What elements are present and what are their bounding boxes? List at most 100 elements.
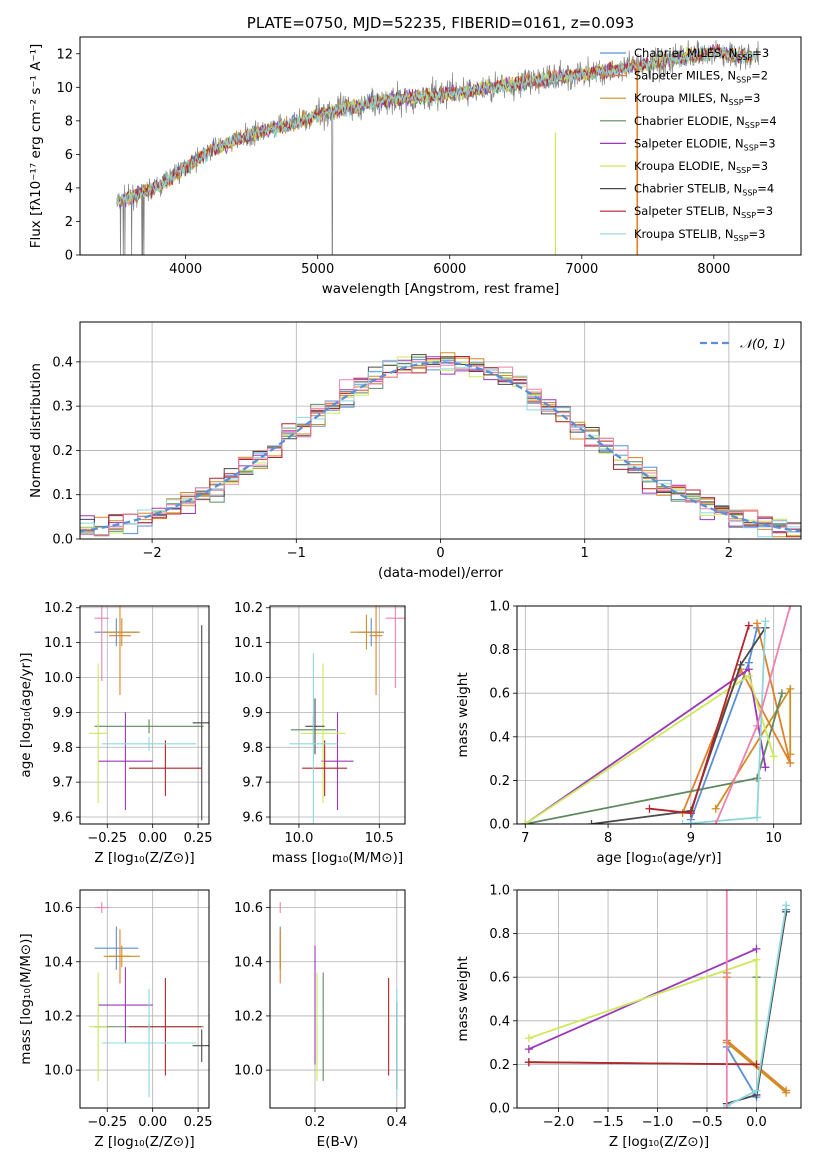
legend-entry: Kroupa MILES, NSSP=3 bbox=[634, 91, 760, 107]
series-line bbox=[649, 625, 750, 815]
y-tick-label: 9.8 bbox=[242, 741, 263, 756]
x-tick-label: 7000 bbox=[565, 262, 598, 277]
errorbars bbox=[89, 902, 209, 1098]
legend-entry: 𝒩(0, 1) bbox=[740, 336, 786, 351]
series-marker bbox=[753, 813, 762, 822]
series-marker bbox=[744, 671, 753, 680]
legend-entry: Salpeter STELIB, NSSP=3 bbox=[634, 204, 773, 220]
x-tick-label: 2 bbox=[725, 546, 733, 561]
series-marker bbox=[777, 689, 786, 698]
series-marker bbox=[752, 944, 761, 953]
x-tick-label: 0 bbox=[436, 546, 444, 561]
y-tick-label: 10.2 bbox=[234, 1009, 263, 1024]
x-axis-label: Z [log₁₀(Z/Z⊙)] bbox=[94, 1134, 194, 1150]
series-marker bbox=[753, 774, 762, 783]
legend-entry: Salpeter MILES, NSSP=2 bbox=[634, 69, 768, 85]
normal-curve bbox=[80, 361, 801, 533]
y-tick-label: 10.0 bbox=[234, 1064, 263, 1079]
axes-frame bbox=[269, 605, 406, 825]
series-model-line bbox=[116, 45, 754, 208]
x-tick-label: 6000 bbox=[433, 262, 466, 277]
errorbars bbox=[289, 606, 405, 824]
x-tick-label: −0.25 bbox=[87, 1115, 127, 1130]
series-marker bbox=[752, 1060, 761, 1069]
legend-entry: Kroupa ELODIE, NSSP=3 bbox=[634, 159, 768, 175]
series-marker bbox=[761, 763, 770, 772]
y-tick-label: 0.4 bbox=[52, 355, 73, 370]
y-axis-label: Flux [fλ10⁻¹⁷ erg cm⁻² s⁻¹ A⁻¹] bbox=[28, 44, 44, 249]
y-tick-label: 9.7 bbox=[52, 776, 73, 791]
panel-mw_vs_age: 7 8 9 10 0.0 0.2 0.4 0.6 0.8 1.0 age [log₁₀(age/yr… bbox=[455, 600, 802, 866]
y-tick-label: 12 bbox=[56, 47, 73, 62]
y-axis-label: mass weight bbox=[455, 672, 471, 757]
residual-hist bbox=[80, 352, 801, 538]
y-tick-label: 9.9 bbox=[52, 706, 73, 721]
y-tick-label: 10 bbox=[56, 81, 73, 96]
series-marker bbox=[753, 721, 762, 730]
legend-entry: Kroupa STELIB, NSSP=3 bbox=[634, 227, 765, 243]
y-tick-label: 10.0 bbox=[234, 671, 263, 686]
x-tick-label: 8000 bbox=[697, 262, 730, 277]
panel-residuals: −2 −1 0 1 2 0.0 0.1 0.2 0.3 0.4 (data-model)/error… bbox=[28, 321, 802, 581]
series-marker bbox=[753, 619, 762, 628]
series-marker bbox=[524, 1034, 533, 1043]
series-line bbox=[528, 958, 758, 1065]
y-tick-label: 9.7 bbox=[242, 776, 263, 791]
x-tick-label: 8 bbox=[604, 831, 612, 846]
y-tick-label: 0 bbox=[65, 249, 73, 264]
series-data bbox=[116, 40, 760, 255]
series-marker bbox=[786, 750, 795, 759]
y-tick-label: 8 bbox=[65, 114, 73, 129]
errorbars bbox=[89, 606, 209, 821]
x-axis-label: mass [log₁₀(M/M⊙)] bbox=[272, 850, 403, 866]
series-marker bbox=[524, 1045, 533, 1054]
panel-age_vs_mass: 10.0 10.5 9.6 9.7 9.8 9.9 10.0 10.1 10.2 mass [lo… bbox=[234, 601, 406, 866]
x-tick-label: −2.0 bbox=[543, 1115, 575, 1130]
y-tick-label: 9.6 bbox=[52, 811, 73, 826]
axes-frame bbox=[79, 889, 210, 1109]
legend-entry: Chabrier STELIB, NSSP=4 bbox=[634, 182, 774, 198]
series-marker bbox=[744, 621, 753, 630]
axes-frame bbox=[516, 605, 802, 825]
mass-weight-lines bbox=[521, 606, 795, 824]
x-axis-label: Z [log₁₀(Z/Z⊙)] bbox=[609, 1134, 709, 1150]
series-line bbox=[681, 623, 792, 814]
chart-title: PLATE=0750, MJD=52235, FIBERID=0161, z=0… bbox=[247, 14, 634, 32]
y-tick-label: 1.0 bbox=[489, 600, 510, 615]
legend: Chabrier MILES, NSSP=3 Salpeter MILES, NS… bbox=[600, 46, 777, 243]
legend-entry: Chabrier MILES, NSSP=3 bbox=[634, 46, 769, 62]
series-marker bbox=[752, 1086, 761, 1095]
x-axis-label: wavelength [Angstrom, rest frame] bbox=[322, 281, 560, 297]
series-line bbox=[591, 627, 767, 824]
y-tick-label: 10.4 bbox=[234, 955, 263, 970]
series-marker bbox=[736, 660, 745, 669]
x-tick-label: 5000 bbox=[301, 262, 334, 277]
series-marker bbox=[587, 820, 596, 824]
y-tick-label: 0.2 bbox=[52, 444, 73, 459]
y-tick-label: 9.9 bbox=[242, 706, 263, 721]
x-tick-label: −0.5 bbox=[691, 1115, 723, 1130]
legend: 𝒩(0, 1) bbox=[700, 336, 786, 351]
series-line bbox=[528, 1061, 757, 1066]
y-axis-label: mass [log₁₀(M/M⊙)] bbox=[18, 933, 34, 1064]
y-tick-label: 0.4 bbox=[489, 730, 510, 745]
panel-mw_vs_Z: −2.0 −1.5 −1.0 −0.5 0.0 0.0 0.2 0.4 0.6 0.8 1.0 Z [… bbox=[455, 884, 802, 1150]
x-tick-label: −2 bbox=[143, 546, 162, 561]
x-tick-label: 0.00 bbox=[138, 1115, 167, 1130]
x-tick-label: 4000 bbox=[169, 262, 202, 277]
axes-frame bbox=[79, 36, 802, 256]
y-tick-label: 1.0 bbox=[489, 884, 510, 899]
legend-entry: Salpeter ELODIE, NSSP=3 bbox=[634, 136, 776, 152]
y-tick-label: 10.0 bbox=[44, 671, 73, 686]
y-tick-label: 0.6 bbox=[489, 687, 510, 702]
x-axis-label: Z [log₁₀(Z/Z⊙)] bbox=[94, 850, 194, 866]
y-tick-label: 0.8 bbox=[489, 643, 510, 658]
series-marker bbox=[686, 809, 695, 818]
y-tick-label: 10.1 bbox=[234, 636, 263, 651]
y-tick-label: 0.0 bbox=[489, 1102, 510, 1117]
y-tick-label: 10.6 bbox=[44, 901, 73, 916]
x-tick-label: 1 bbox=[581, 546, 589, 561]
x-tick-label: 0.25 bbox=[184, 831, 213, 846]
y-tick-label: 9.8 bbox=[52, 741, 73, 756]
